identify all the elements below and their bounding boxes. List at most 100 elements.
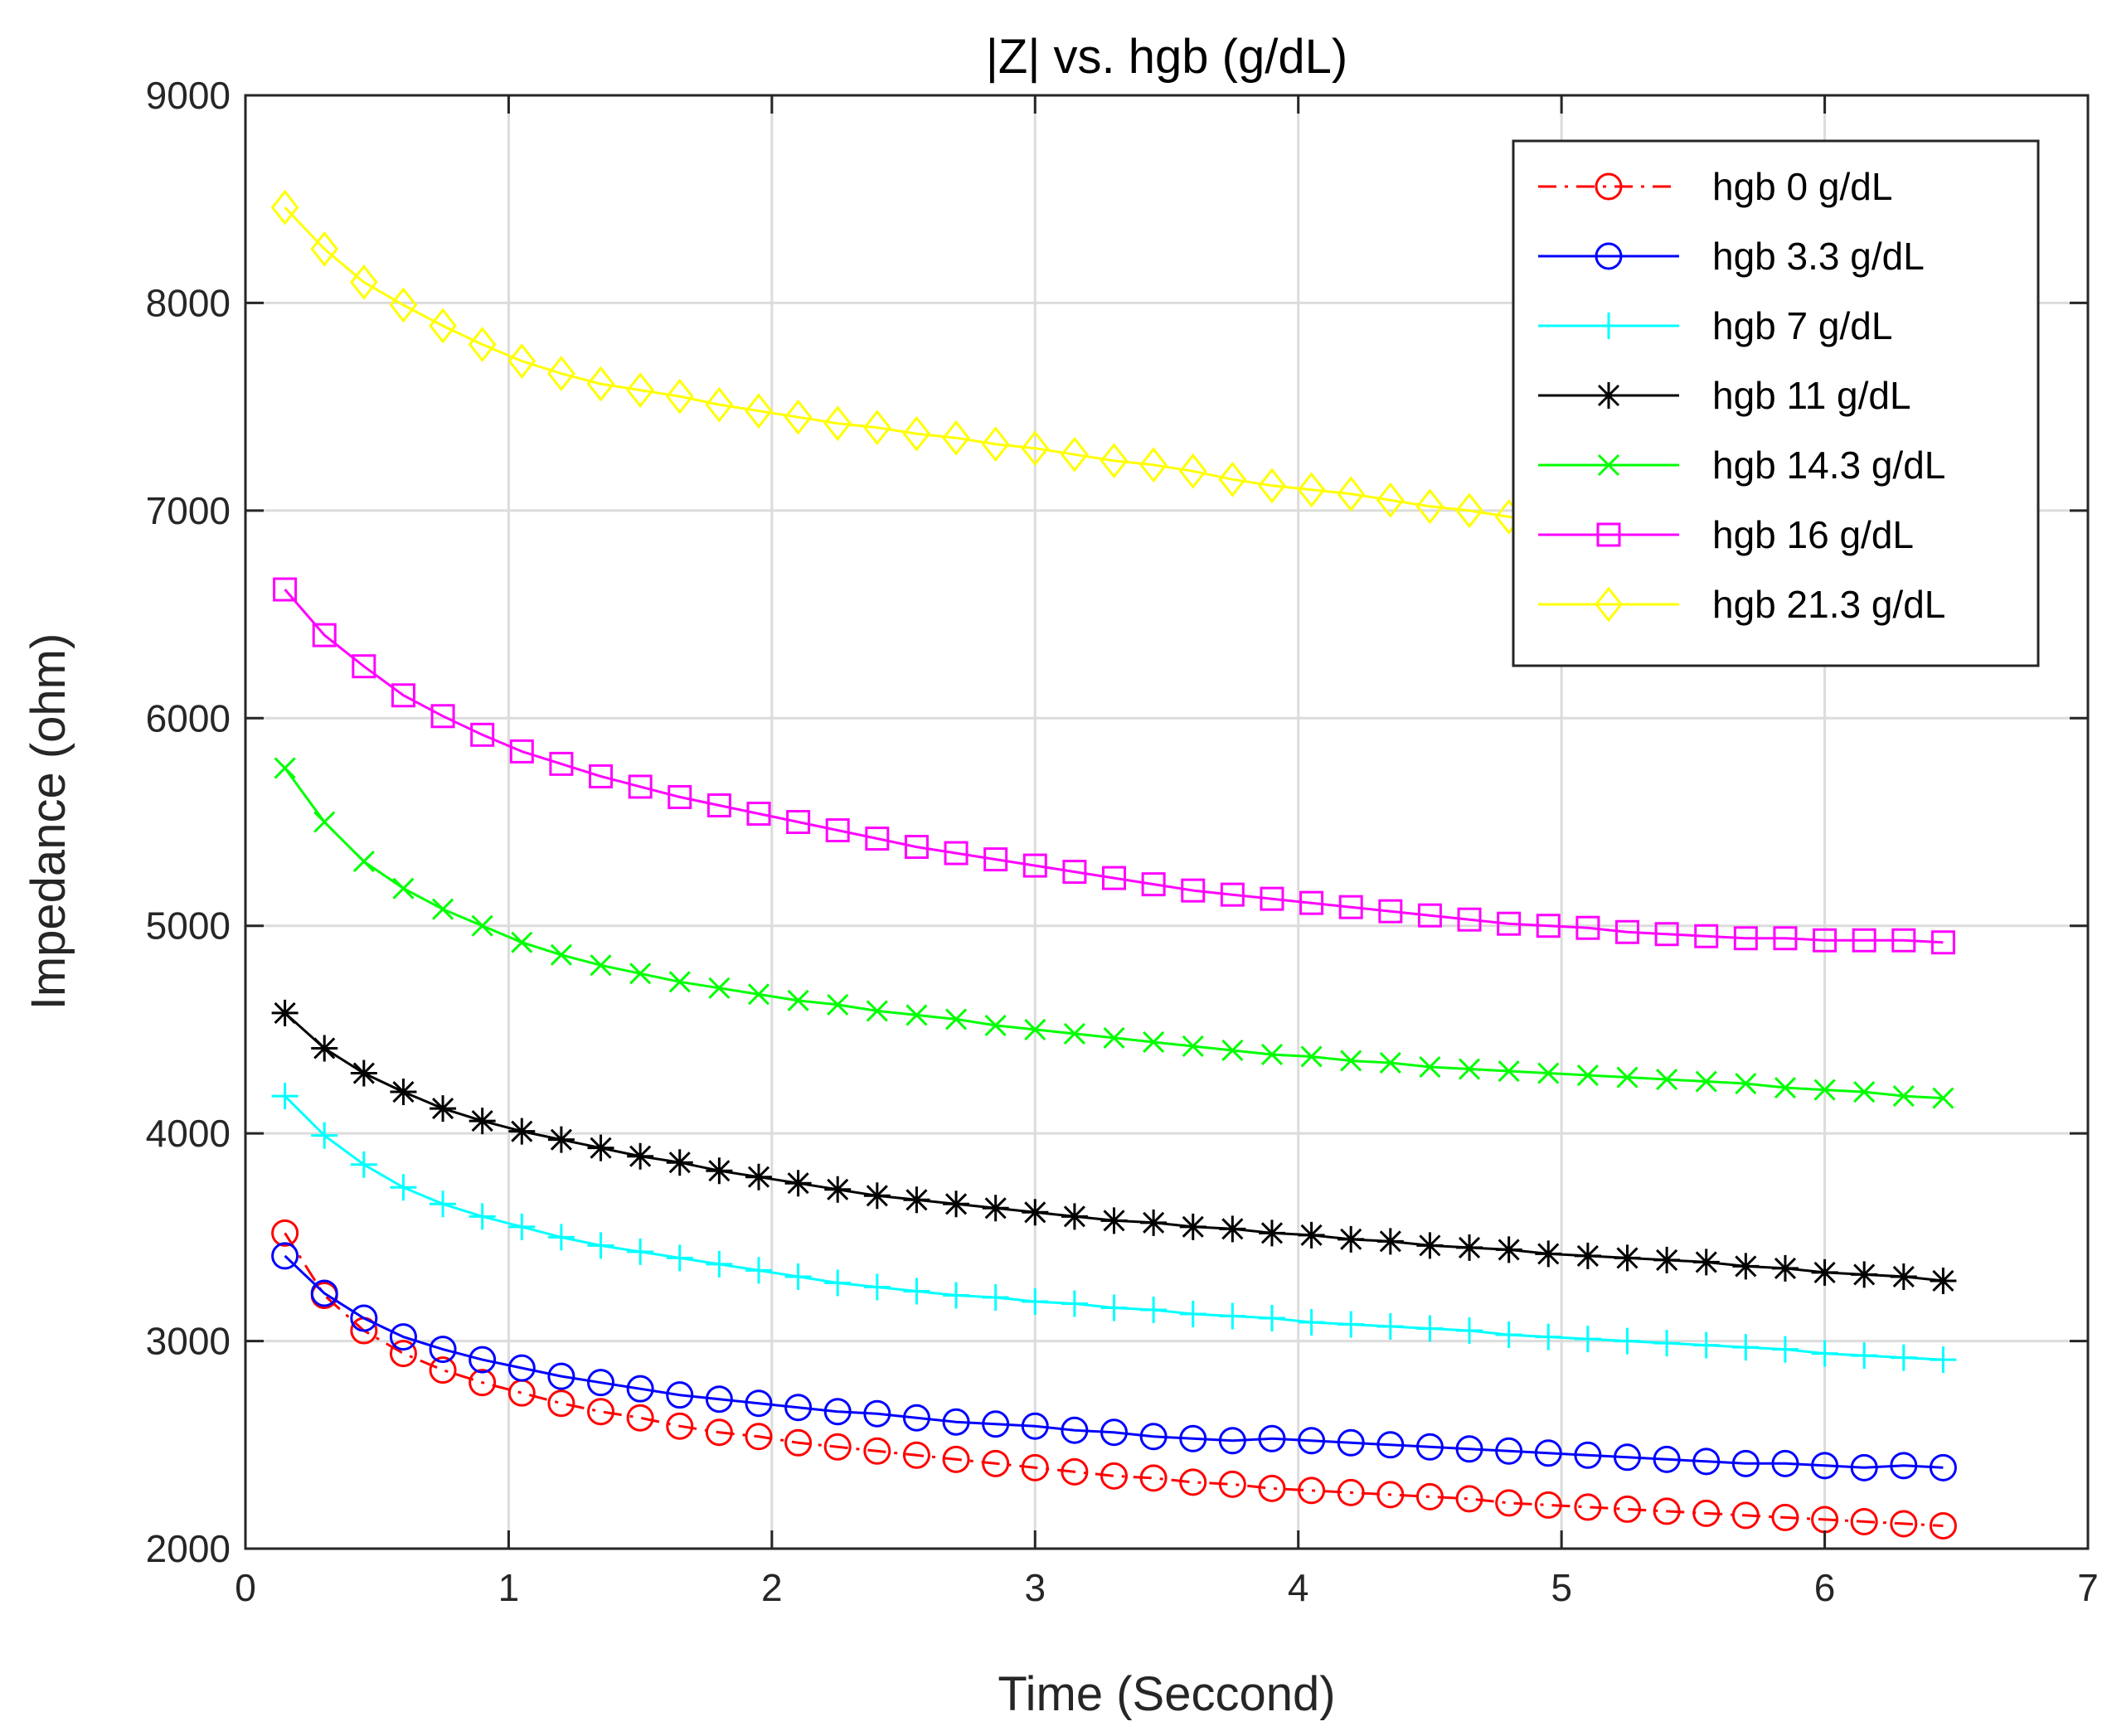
data-point	[508, 1213, 536, 1240]
data-point	[865, 827, 890, 851]
marker-diamond	[468, 327, 497, 362]
y-tick-label: 4000	[146, 1112, 231, 1155]
data-point	[1656, 1068, 1678, 1091]
marker-circle	[1534, 1491, 1562, 1519]
data-point	[705, 1385, 733, 1414]
data-point	[430, 704, 455, 729]
data-point	[1735, 1072, 1757, 1095]
data-point	[1219, 1215, 1246, 1243]
marker-star	[1179, 1213, 1206, 1240]
data-point	[902, 415, 931, 452]
data-point	[705, 1418, 733, 1447]
marker-circle	[389, 1323, 417, 1351]
data-point	[1340, 1050, 1362, 1072]
data-point	[1771, 1254, 1799, 1282]
data-point	[310, 1279, 338, 1307]
data-point	[981, 426, 1010, 463]
legend-entry: hgb 21.3 g/dL	[1538, 583, 1945, 626]
marker-square	[1457, 907, 1482, 932]
data-point	[508, 1118, 536, 1145]
marker-plus	[1061, 1290, 1088, 1317]
data-point	[1534, 1491, 1562, 1519]
marker-square	[1102, 866, 1127, 890]
data-point	[271, 1242, 299, 1270]
marker-circle	[823, 1433, 852, 1461]
data-point	[1140, 1297, 1168, 1324]
marker-plus	[627, 1238, 654, 1265]
marker-x	[471, 914, 493, 937]
marker-plus	[1258, 1305, 1285, 1332]
data-point	[942, 1408, 970, 1436]
data-point	[824, 1269, 852, 1297]
marker-circle	[1811, 1452, 1839, 1480]
data-point	[1100, 1462, 1129, 1490]
marker-square	[1378, 899, 1403, 924]
marker-star	[1574, 1242, 1601, 1269]
data-point	[942, 419, 970, 456]
marker-circle	[1692, 1447, 1721, 1476]
data-point	[784, 1170, 812, 1197]
data-point	[1022, 853, 1047, 878]
data-point	[1615, 919, 1639, 944]
marker-plus	[666, 1244, 693, 1272]
data-point	[784, 1263, 812, 1290]
data-point	[823, 1433, 852, 1461]
data-point	[1376, 482, 1405, 518]
marker-plus	[508, 1213, 536, 1240]
x-tick-label: 2	[761, 1566, 783, 1609]
y-tick-label: 7000	[146, 489, 231, 532]
data-point	[509, 739, 534, 764]
data-point	[312, 623, 337, 647]
data-point	[982, 1195, 1009, 1222]
marker-star	[1811, 1258, 1838, 1286]
marker-circle	[1614, 1495, 1641, 1523]
marker-circle	[429, 1356, 457, 1384]
marker-circle	[1298, 1477, 1326, 1505]
data-point	[1338, 1225, 1365, 1253]
data-point	[311, 1122, 338, 1149]
marker-circle	[1337, 1478, 1365, 1506]
data-point	[628, 774, 653, 799]
marker-x	[313, 811, 336, 833]
marker-x	[1300, 1045, 1323, 1068]
data-point	[1139, 1423, 1168, 1451]
marker-square	[1930, 930, 1955, 955]
legend-entry: hgb 14.3 g/dL	[1538, 444, 1945, 487]
data-point	[273, 577, 298, 602]
marker-diamond	[507, 343, 536, 379]
marker-x	[432, 898, 454, 920]
marker-square	[1022, 853, 1047, 878]
data-point	[1060, 436, 1089, 473]
marker-diamond	[1021, 430, 1050, 467]
data-point	[1179, 1301, 1206, 1328]
marker-circle	[587, 1398, 615, 1426]
data-point	[1851, 1342, 1878, 1370]
marker-circle	[468, 1346, 497, 1374]
marker-circle	[705, 1385, 733, 1414]
marker-square	[786, 810, 811, 834]
marker-star	[666, 1149, 693, 1176]
data-point	[1298, 1221, 1325, 1249]
data-point	[1653, 1445, 1681, 1473]
data-point	[1535, 1240, 1562, 1268]
data-point	[1890, 1344, 1917, 1371]
marker-x	[1656, 1068, 1678, 1091]
marker-square	[1220, 882, 1245, 907]
data-point	[1890, 1452, 1918, 1480]
marker-square	[1299, 890, 1324, 915]
data-point	[626, 1375, 654, 1403]
marker-circle	[1890, 1510, 1918, 1538]
y-tick-label: 3000	[146, 1320, 231, 1363]
marker-circle	[1495, 1489, 1523, 1517]
marker-diamond	[310, 230, 339, 267]
marker-plus	[587, 1232, 614, 1259]
marker-plus	[1140, 1297, 1168, 1324]
data-point	[1616, 1066, 1639, 1089]
data-point	[1574, 1242, 1601, 1269]
data-point	[1021, 1453, 1049, 1481]
marker-square	[1596, 522, 1621, 547]
marker-circle	[666, 1412, 694, 1440]
marker-star	[1930, 1267, 1957, 1294]
data-point	[1771, 1503, 1799, 1531]
marker-star	[547, 1126, 575, 1153]
